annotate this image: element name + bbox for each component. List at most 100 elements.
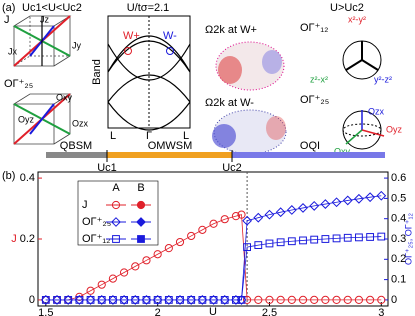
arrow: [345, 129, 363, 145]
y2-tick-label: 0.3: [391, 233, 406, 245]
legend-label: J: [82, 199, 88, 211]
marker: [254, 241, 263, 249]
band-ylabel: Band: [91, 59, 103, 85]
marker: [53, 296, 61, 304]
marker: [287, 237, 296, 246]
marker: [243, 295, 252, 305]
marker: [287, 295, 296, 305]
marker: [332, 234, 341, 243]
legend-header: A: [112, 182, 120, 194]
marker: [119, 295, 130, 305]
k-label: L: [110, 130, 116, 142]
label: OΓ⁺₂₅: [4, 78, 33, 90]
boundary-label: Uc1: [97, 162, 117, 174]
label: x²-y²: [348, 14, 366, 24]
phase-segment: [46, 152, 107, 158]
y2-axis-label: OΓ⁺₂₅, OΓ⁺₁₂: [403, 212, 413, 265]
panel-label: (b): [2, 170, 15, 182]
x-tick-label: 1.5: [38, 307, 53, 316]
marker: [377, 232, 386, 241]
marker: [120, 296, 129, 304]
marker: [75, 296, 84, 304]
marker: [342, 195, 353, 206]
label: OΓ⁺₁₂: [300, 22, 328, 34]
marker: [85, 295, 96, 305]
legend-marker: [136, 217, 146, 227]
w-point: [166, 47, 174, 55]
label: Ozx: [368, 106, 385, 116]
label: Oxy: [56, 92, 73, 102]
label: Jy: [72, 40, 82, 50]
marker: [377, 295, 386, 305]
marker: [141, 295, 152, 305]
marker: [254, 295, 263, 305]
marker: [208, 295, 219, 305]
marker: [64, 296, 73, 304]
marker: [86, 296, 95, 304]
marker: [237, 210, 246, 219]
omega-lobe: [266, 116, 286, 140]
x-tick-label: 2: [155, 307, 161, 316]
marker: [354, 295, 364, 305]
marker: [220, 296, 229, 304]
title: U>Uc2: [330, 2, 364, 14]
marker: [343, 233, 352, 242]
legend-marker: [111, 200, 121, 210]
phase-label: QBSM: [60, 140, 92, 152]
y-tick-label: 0.2: [20, 233, 35, 245]
arm: [345, 59, 363, 71]
marker: [286, 205, 297, 215]
label: y²-z²: [374, 74, 392, 84]
omega-lobe: [212, 124, 236, 148]
label: Ozx: [72, 118, 89, 128]
legend-header: B: [137, 182, 144, 194]
k-label: Γ: [146, 130, 152, 142]
k-label: L: [183, 130, 189, 142]
w-point: [124, 47, 132, 55]
x-tick-label: 3: [378, 307, 384, 316]
marker: [343, 295, 352, 305]
legend-label: OΓ⁺₂₅: [82, 216, 111, 228]
legend: [77, 180, 159, 246]
marker: [231, 212, 241, 221]
label: Jx: [8, 46, 18, 56]
marker: [164, 296, 173, 304]
marker: [130, 295, 141, 305]
title: Uc1<U<Uc2: [22, 2, 82, 14]
marker: [197, 295, 208, 305]
omega-lobe: [262, 50, 282, 74]
marker: [41, 296, 50, 304]
y-tick-label: 0.4: [20, 172, 35, 184]
marker: [275, 207, 286, 218]
marker: [320, 199, 331, 209]
band-curves: [107, 35, 191, 131]
label: Oyz: [386, 124, 403, 134]
phase-label: OQI: [300, 140, 320, 152]
series-line: [45, 214, 382, 301]
marker: [40, 295, 51, 305]
marker: [198, 225, 207, 234]
marker: [299, 236, 307, 245]
label: Oyz: [18, 114, 35, 124]
marker: [52, 295, 62, 305]
marker: [175, 237, 185, 247]
marker: [242, 215, 253, 226]
marker: [163, 295, 174, 305]
marker: [131, 296, 140, 304]
arrow: [361, 129, 385, 137]
legend-label: OΓ⁺₁₂: [82, 233, 110, 245]
marker: [366, 233, 375, 241]
marker: [63, 295, 74, 305]
marker: [142, 256, 151, 265]
marker: [97, 280, 106, 289]
label: OΓ⁺₂₅: [300, 94, 329, 106]
marker: [96, 295, 107, 305]
marker: [220, 215, 229, 224]
label: W+: [123, 30, 140, 42]
marker: [298, 295, 308, 305]
marker: [321, 295, 330, 305]
marker: [153, 250, 162, 259]
label: W-: [163, 30, 177, 42]
cube-j: [12, 15, 72, 67]
